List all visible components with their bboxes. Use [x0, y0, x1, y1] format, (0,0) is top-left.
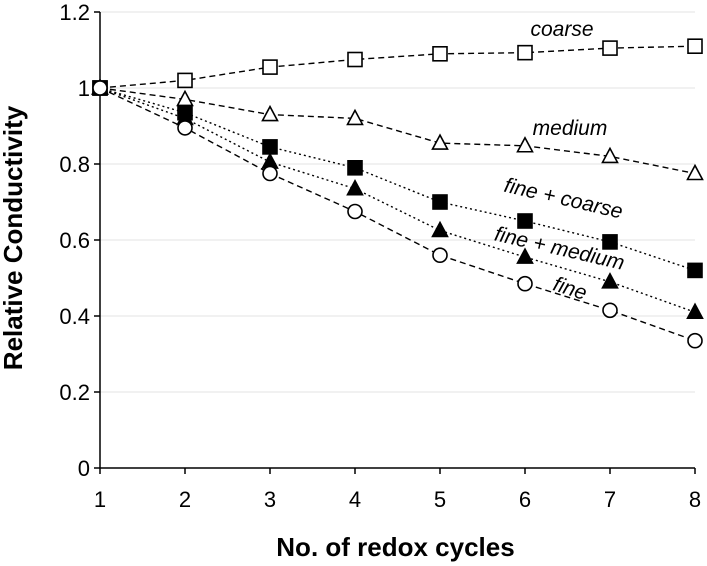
x-tick-label: 6 — [519, 487, 531, 512]
series-label-fine: fine — [550, 273, 589, 305]
x-tick-label: 7 — [604, 487, 616, 512]
data-point-coarse — [602, 40, 618, 56]
x-tick-label: 2 — [179, 487, 191, 512]
data-point-fine — [432, 247, 448, 263]
x-tick-label: 4 — [349, 487, 361, 512]
series-line-medium — [99, 87, 696, 175]
data-point-coarse — [262, 59, 278, 75]
data-point-medium — [516, 136, 534, 153]
data-point-fine-coarse — [517, 213, 533, 229]
series-label-coarse: coarse — [530, 18, 593, 41]
data-point-fine-coarse — [262, 139, 278, 155]
data-point-medium — [261, 104, 279, 122]
y-tick-label: 0 — [78, 456, 90, 481]
y-tick-label: 1.2 — [59, 0, 90, 25]
series-markers — [91, 38, 704, 349]
x-axis-title: No. of redox cycles — [276, 532, 514, 562]
data-point-fine — [347, 203, 363, 220]
y-tick-label: 0.6 — [59, 228, 90, 253]
data-point-coarse — [432, 45, 448, 62]
data-point-fine-medium — [431, 220, 449, 238]
data-point-fine-coarse — [602, 234, 618, 250]
gridlines — [100, 11, 695, 393]
series-line-fine-medium — [99, 87, 696, 313]
x-tick-label: 5 — [434, 487, 446, 512]
data-point-fine-coarse — [347, 160, 363, 176]
x-tick-labels: 1 2 3 4 5 6 7 8 — [94, 487, 701, 512]
data-point-fine-medium — [346, 179, 364, 196]
y-tick-label: 1 — [78, 76, 90, 101]
y-tick-label: 0.2 — [59, 380, 90, 405]
x-tick-label: 1 — [94, 487, 106, 512]
series-label-fine-medium: fine + medium — [492, 223, 626, 275]
y-tick-label: 0.8 — [59, 152, 90, 177]
data-point-fine — [92, 80, 108, 96]
data-point-medium — [346, 108, 364, 126]
series-line-fine — [99, 87, 696, 342]
data-point-fine-coarse — [687, 262, 703, 279]
y-tick-labels: 0 0.2 0.4 0.6 0.8 1 1.2 — [59, 0, 90, 481]
data-point-fine — [602, 302, 618, 319]
data-point-coarse — [517, 44, 533, 61]
data-point-fine-medium — [601, 272, 619, 289]
data-point-fine — [177, 120, 193, 136]
data-point-medium — [431, 133, 449, 150]
data-point-coarse — [347, 51, 363, 68]
y-tick-label: 0.4 — [59, 304, 90, 329]
x-tick-label: 8 — [689, 487, 701, 512]
series-label-medium: medium — [533, 117, 608, 140]
data-point-medium — [601, 146, 619, 164]
data-point-fine-medium — [516, 247, 534, 264]
data-point-fine — [517, 275, 533, 292]
series-lines — [99, 45, 696, 342]
data-point-medium — [686, 163, 704, 181]
data-point-fine-coarse — [432, 194, 448, 210]
y-axis-title: Relative Conductivity — [0, 105, 28, 370]
x-tick-label: 3 — [264, 487, 276, 512]
data-point-fine — [262, 165, 278, 182]
data-point-fine-medium — [686, 302, 704, 320]
data-point-coarse — [177, 72, 193, 89]
data-point-fine — [687, 332, 703, 349]
data-point-coarse — [687, 38, 703, 55]
